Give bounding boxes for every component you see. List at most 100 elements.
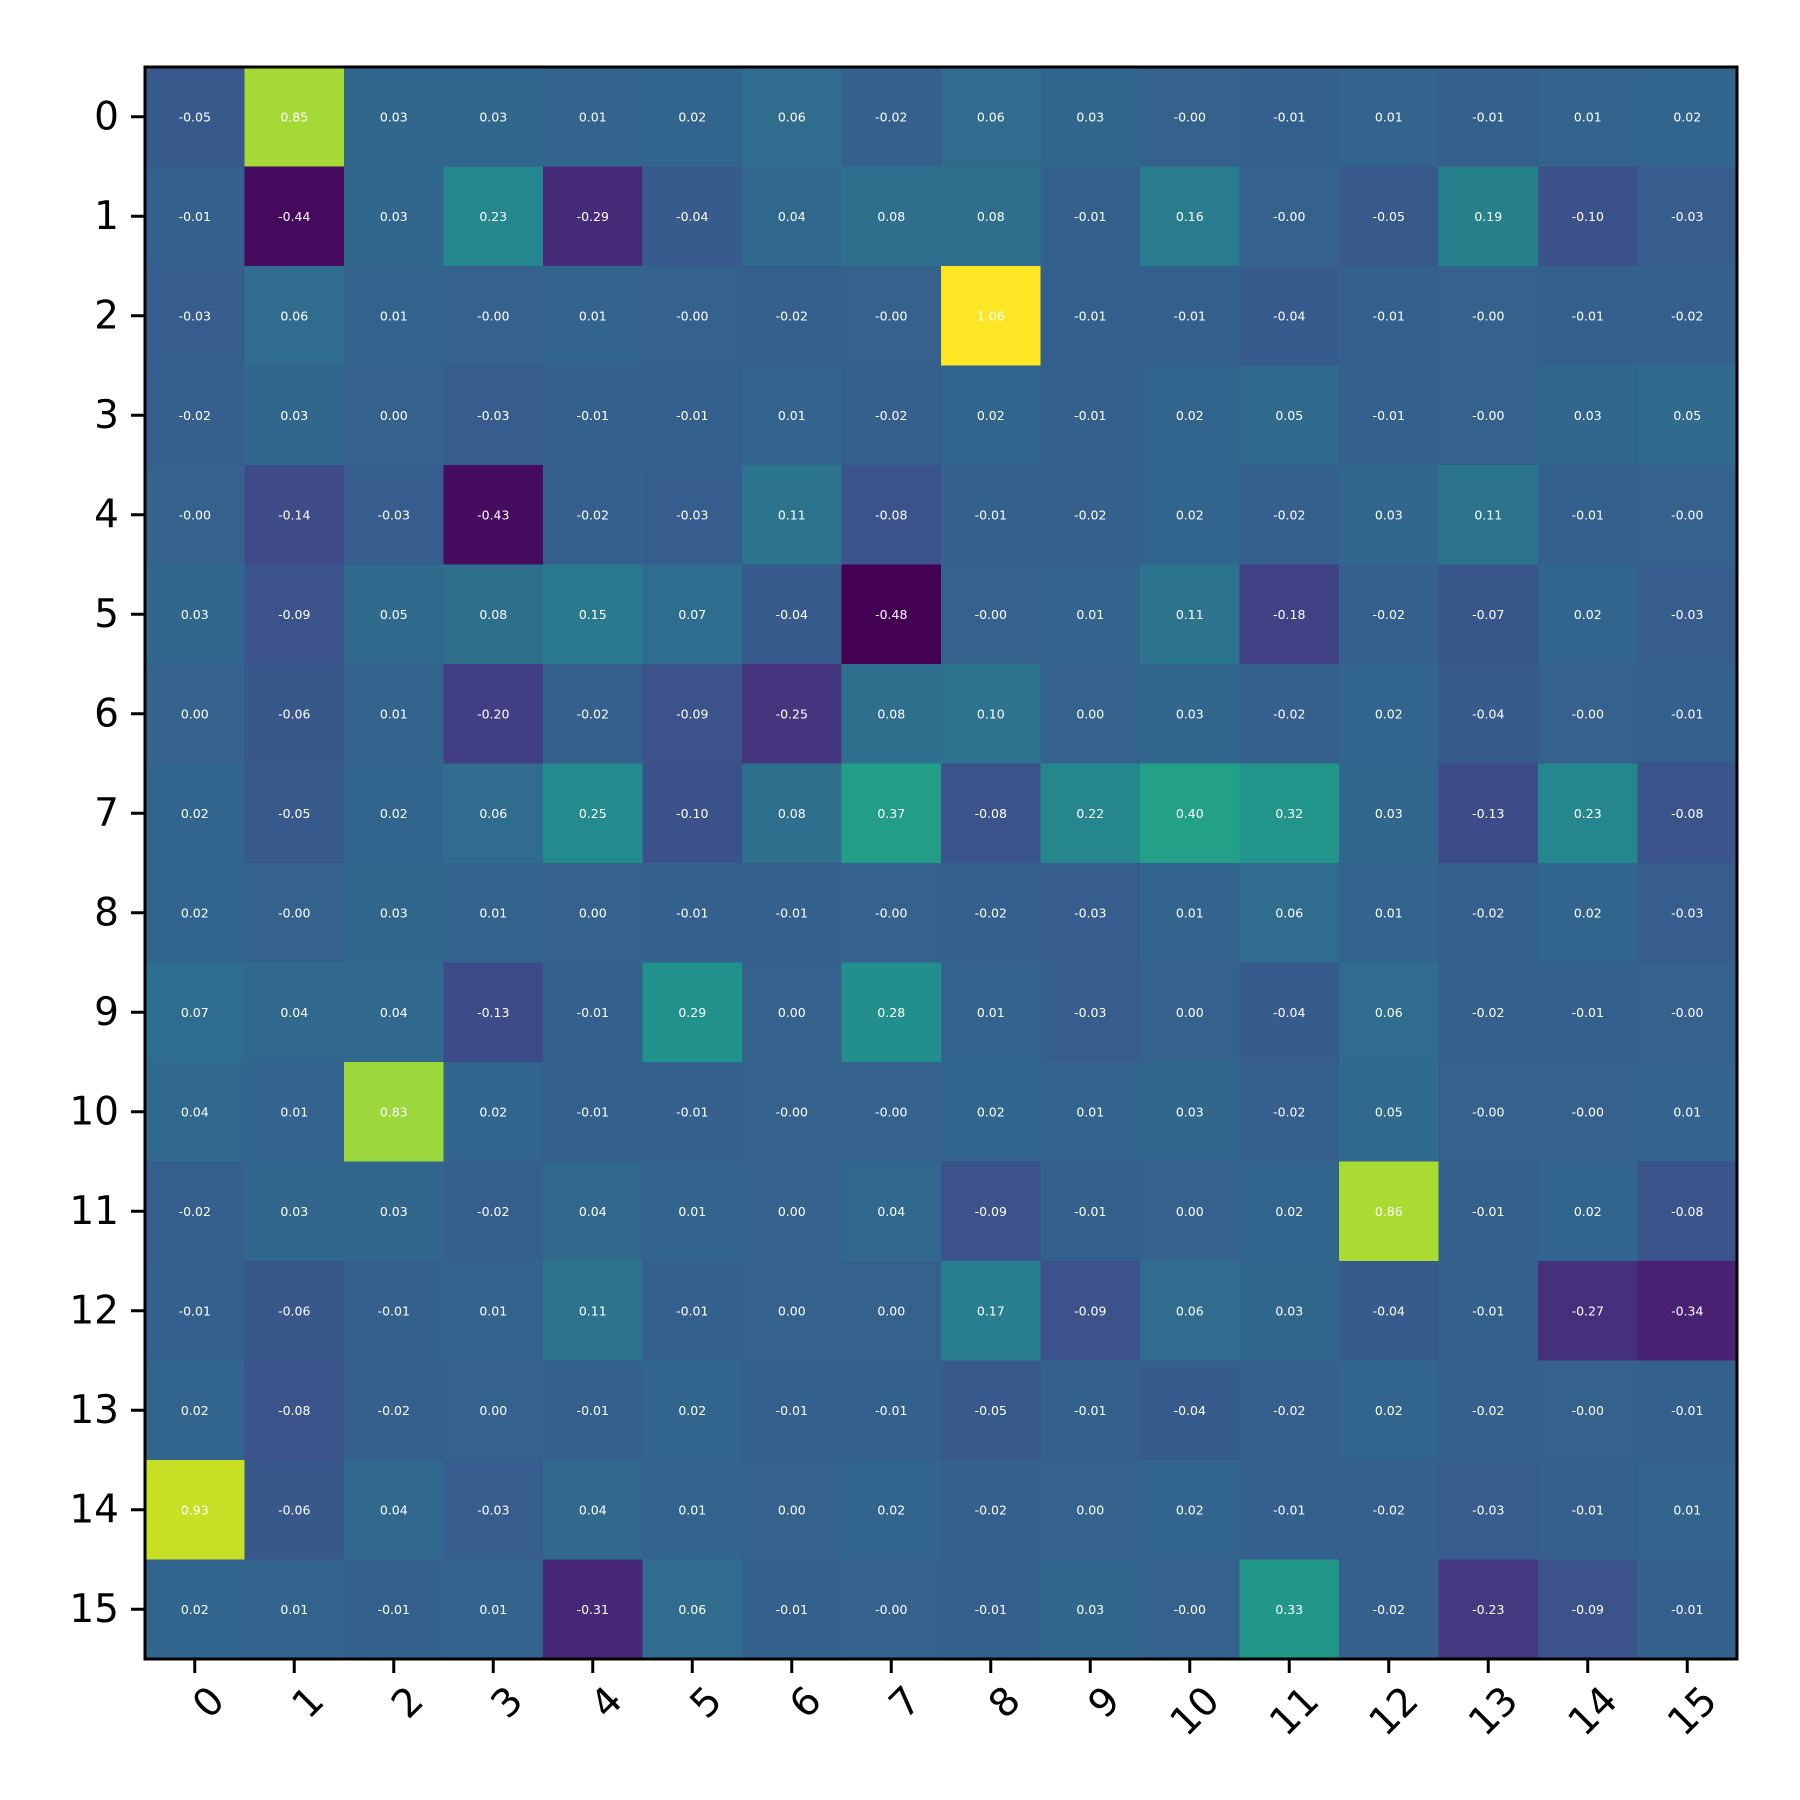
heatmap-cell-r11-c10: [1140, 1161, 1240, 1262]
heatmap-cell-r7-c1: [244, 763, 345, 864]
heatmap-cell-r5-c4: [543, 564, 643, 665]
heatmap-cell-r9-c4: [543, 962, 643, 1063]
cell-value-label: 0.00: [479, 1403, 507, 1418]
cell-value-label: 0.02: [678, 109, 706, 124]
heatmap-cell-r5-c6: [742, 564, 842, 665]
heatmap-cell-r2-c3: [443, 266, 544, 366]
heatmap-cell-r3-c10: [1140, 365, 1240, 466]
cell-value-label: -0.03: [1074, 1005, 1106, 1020]
heatmap-cell-r0-c15: [1637, 67, 1738, 167]
cell-value-label: 0.05: [380, 607, 408, 622]
heatmap-cell-r15-c13: [1438, 1559, 1539, 1660]
heatmap-cell-r9-c14: [1538, 962, 1638, 1063]
heatmap-cell-r7-c4: [543, 763, 643, 864]
heatmap-cell-r6-c14: [1538, 664, 1638, 764]
heatmap-cell-r9-c6: [742, 962, 842, 1063]
cell-value-label: -0.01: [1572, 507, 1604, 522]
cell-value-label: 0.01: [1375, 109, 1403, 124]
cell-value-label: -0.02: [1373, 1502, 1405, 1517]
x-tick-label: 13: [1460, 1678, 1527, 1745]
cell-value-label: 0.05: [1673, 408, 1701, 423]
heatmap-cell-r8-c3: [443, 863, 544, 963]
cell-value-label: -0.02: [1472, 1403, 1504, 1418]
heatmap-cell-r15-c9: [1040, 1559, 1141, 1660]
y-tick-label: 5: [94, 592, 119, 637]
cell-value-label: 0.28: [877, 1005, 905, 1020]
cell-value-label: -0.06: [278, 1303, 310, 1318]
cell-value-label: -0.00: [179, 507, 211, 522]
heatmap-cell-r1-c3: [443, 166, 544, 267]
heatmap-cell-r8-c10: [1140, 863, 1240, 963]
heatmap-cell-r4-c14: [1538, 465, 1638, 565]
heatmap-cell-r7-c6: [742, 763, 842, 864]
x-tick-label: 7: [881, 1678, 930, 1727]
cell-value-label: -0.01: [1671, 1403, 1703, 1418]
heatmap-cell-r6-c4: [543, 664, 643, 764]
heatmap-cell-r4-c4: [543, 465, 643, 565]
cell-value-label: -0.01: [676, 1303, 708, 1318]
heatmap-cell-r0-c13: [1438, 67, 1539, 167]
cell-value-label: -0.02: [1273, 1403, 1305, 1418]
cell-value-label: 1.06: [977, 308, 1005, 323]
cell-value-label: -0.20: [477, 706, 509, 721]
cell-value-label: -0.10: [1572, 209, 1604, 224]
heatmap-cell-r9-c1: [244, 962, 345, 1063]
heatmap-cell-r2-c5: [642, 266, 743, 366]
heatmap-cell-r5-c2: [344, 564, 444, 665]
cell-value-label: 0.06: [479, 806, 507, 821]
cell-value-label: -0.29: [577, 209, 609, 224]
heatmap-cell-r13-c9: [1040, 1360, 1141, 1461]
cell-value-label: -0.13: [1472, 806, 1504, 821]
heatmap-cell-r2-c15: [1637, 266, 1738, 366]
cell-value-label: 0.85: [280, 109, 308, 124]
heatmap-cell-r3-c7: [841, 365, 942, 466]
heatmap-cell-r12-c4: [543, 1261, 643, 1361]
cell-value-label: 0.03: [380, 109, 408, 124]
cell-value-label: -0.13: [477, 1005, 509, 1020]
heatmap-cell-r10-c2: [344, 1062, 444, 1162]
x-tick-label: 8: [980, 1678, 1029, 1727]
cell-value-label: -0.03: [1671, 905, 1703, 920]
cell-value-label: 0.93: [181, 1502, 209, 1517]
heatmap-cell-r13-c15: [1637, 1360, 1738, 1461]
cell-value-label: 0.03: [1176, 706, 1204, 721]
cell-value-label: -0.09: [975, 1204, 1007, 1219]
heatmap-cell-r8-c12: [1339, 863, 1439, 963]
heatmap-cell-r13-c5: [642, 1360, 743, 1461]
heatmap-cell-r14-c10: [1140, 1460, 1240, 1560]
cell-value-label: 0.02: [877, 1502, 905, 1517]
cell-value-label: 0.03: [1574, 408, 1602, 423]
heatmap-cell-r11-c5: [642, 1161, 743, 1262]
heatmap-cell-r0-c11: [1239, 67, 1340, 167]
heatmap-cell-r7-c11: [1239, 763, 1340, 864]
heatmap-cell-r7-c7: [841, 763, 942, 864]
cell-value-label: -0.01: [378, 1602, 410, 1617]
x-tick-label: 4: [582, 1678, 631, 1727]
heatmap-cells: [145, 67, 1738, 1660]
cell-value-label: 0.01: [380, 706, 408, 721]
cell-value-label: -0.01: [1174, 308, 1206, 323]
heatmap-cell-r5-c14: [1538, 564, 1638, 665]
y-tick-label: 7: [94, 791, 119, 836]
heatmap-cell-r11-c11: [1239, 1161, 1340, 1262]
heatmap-cell-r0-c12: [1339, 67, 1439, 167]
cell-value-label: 0.04: [579, 1204, 607, 1219]
cell-value-label: -0.01: [1273, 109, 1305, 124]
heatmap-cell-r8-c15: [1637, 863, 1738, 963]
cell-value-label: 0.00: [778, 1204, 806, 1219]
heatmap-cell-r6-c5: [642, 664, 743, 764]
heatmap-cell-r12-c5: [642, 1261, 743, 1361]
cell-value-label: -0.08: [1671, 1204, 1703, 1219]
heatmap-cell-r6-c0: [145, 664, 245, 764]
heatmap-cell-r1-c6: [742, 166, 842, 267]
cell-value-label: -0.00: [1671, 1005, 1703, 1020]
heatmap-cell-r7-c0: [145, 763, 245, 864]
heatmap-cell-r12-c14: [1538, 1261, 1638, 1361]
cell-value-label: -0.02: [1671, 308, 1703, 323]
cell-value-label: 0.00: [579, 905, 607, 920]
cell-value-label: 0.11: [1176, 607, 1204, 622]
cell-value-label: -0.03: [1671, 209, 1703, 224]
heatmap-cell-r13-c8: [941, 1360, 1041, 1461]
y-tick-label: 11: [69, 1189, 119, 1234]
heatmap-cell-r7-c2: [344, 763, 444, 864]
